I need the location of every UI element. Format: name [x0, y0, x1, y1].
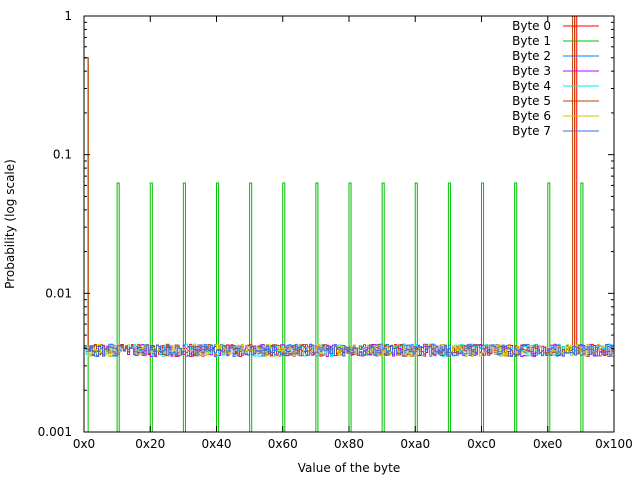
legend-label: Byte 4	[512, 79, 551, 93]
x-tick-label: 0x40	[201, 437, 231, 451]
y-axis-label: Probability (log scale)	[3, 159, 17, 289]
legend-label: Byte 3	[512, 64, 551, 78]
x-tick-label: 0xe0	[533, 437, 562, 451]
legend-label: Byte 2	[512, 49, 551, 63]
x-tick-label: 0x100	[595, 437, 633, 451]
legend-label: Byte 0	[512, 19, 551, 33]
legend-label: Byte 7	[512, 124, 551, 138]
x-tick-label: 0x60	[268, 437, 298, 451]
legend-label: Byte 6	[512, 109, 551, 123]
x-tick-label: 0xa0	[400, 437, 430, 451]
y-tick-label: 0.1	[53, 148, 72, 162]
x-tick-label: 0x20	[135, 437, 165, 451]
ticks-layer: 0x0 0x20 0x40 0x60 0x80 0xa0 0xc0 0xe0 0x100 0.00…	[38, 9, 633, 451]
x-axis-label: Value of the byte	[298, 461, 400, 475]
legend-label: Byte 1	[512, 34, 551, 48]
y-tick-label: 0.01	[45, 286, 72, 300]
x-tick-label: 0x0	[73, 437, 95, 451]
x-tick-label: 0xc0	[467, 437, 496, 451]
series-byte-7	[83, 343, 615, 432]
legend-label: Byte 5	[512, 94, 551, 108]
x-tick-label: 0x80	[334, 437, 364, 451]
y-tick-label: 1	[64, 9, 72, 23]
y-tick-label: 0.001	[38, 425, 72, 439]
